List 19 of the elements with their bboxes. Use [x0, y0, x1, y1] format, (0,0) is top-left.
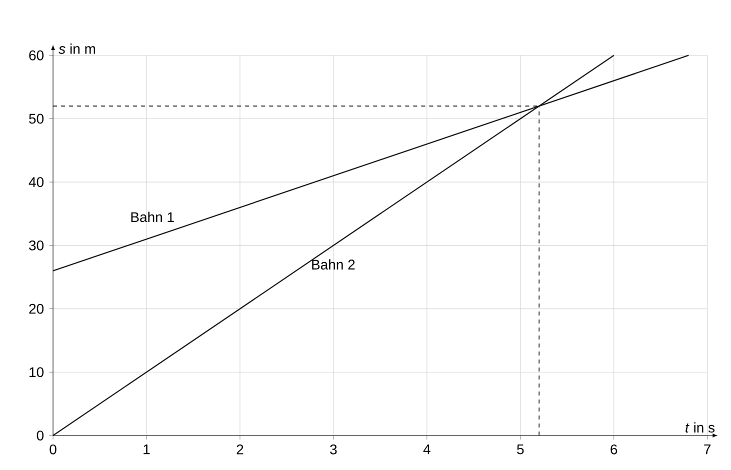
y-tick-label: 30 — [29, 240, 44, 251]
x-tick-label: 2 — [236, 444, 244, 454]
y-tick-label: 0 — [36, 430, 44, 441]
x-tick-label: 3 — [330, 444, 337, 455]
x-tick-label: 5 — [517, 444, 524, 454]
x-tick-label: 7 — [704, 444, 711, 454]
y-tick-label: 40 — [28, 177, 44, 188]
x-tick-label: 6 — [610, 444, 618, 455]
y-axis-title: s in m — [58, 44, 96, 54]
series-label: Bahn 2 — [312, 260, 355, 270]
y-tick-label: 60 — [29, 50, 44, 61]
y-tick-label: 50 — [29, 114, 44, 124]
x-tick-label: 4 — [423, 444, 430, 454]
y-tick-label: 10 — [30, 367, 44, 378]
x-axis-title: t in s — [686, 422, 715, 433]
x-tick-label: 1 — [144, 444, 150, 454]
series-label: Bahn 1 — [131, 212, 174, 222]
x-tick-label: 0 — [50, 444, 56, 455]
y-tick-label: 20 — [29, 304, 44, 314]
